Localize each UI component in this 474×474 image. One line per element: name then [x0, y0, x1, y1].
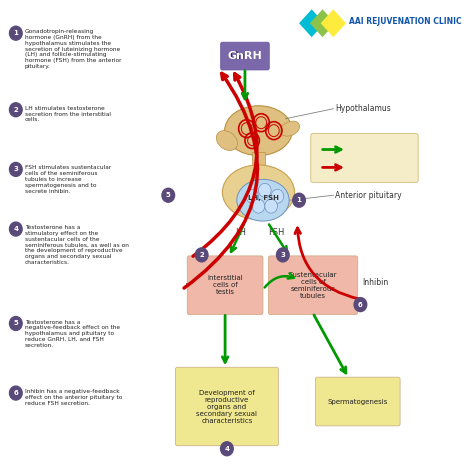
Text: 1: 1 [13, 30, 18, 36]
Text: 2: 2 [13, 107, 18, 113]
Text: Inhibin has a negative-feedback
effect on the anterior pituitary to
reduce FSH s: Inhibin has a negative-feedback effect o… [25, 389, 122, 406]
Text: 2: 2 [199, 252, 204, 258]
Text: 4: 4 [13, 226, 18, 232]
FancyBboxPatch shape [187, 256, 263, 315]
Circle shape [220, 442, 233, 456]
Text: Stimulatory: Stimulatory [350, 145, 395, 154]
Circle shape [265, 199, 277, 213]
Polygon shape [252, 153, 265, 173]
Circle shape [246, 189, 258, 203]
Text: Hypothalamus: Hypothalamus [335, 104, 391, 113]
Text: 1: 1 [297, 197, 301, 203]
Text: 5: 5 [13, 320, 18, 327]
Circle shape [271, 189, 284, 203]
Text: 6: 6 [358, 301, 363, 308]
Text: 3: 3 [281, 252, 285, 258]
Text: 4: 4 [224, 446, 229, 452]
FancyBboxPatch shape [315, 377, 400, 426]
Text: FSH stimulates sustentacular
cells of the seminiferous
tubules to increase
sperm: FSH stimulates sustentacular cells of th… [25, 165, 111, 193]
Circle shape [354, 298, 367, 311]
Ellipse shape [216, 131, 237, 151]
Polygon shape [310, 9, 335, 37]
Text: Testosterone: Testosterone [186, 283, 235, 292]
Circle shape [276, 248, 289, 262]
FancyBboxPatch shape [220, 42, 269, 70]
Circle shape [9, 317, 22, 330]
Text: 5: 5 [166, 192, 171, 198]
Text: Gonadotropin-releasing
hormone (GnRH) from the
hypothalamus stimulates the
secre: Gonadotropin-releasing hormone (GnRH) fr… [25, 29, 121, 69]
Text: 6: 6 [13, 390, 18, 396]
Text: FSH: FSH [268, 228, 285, 237]
Text: 3: 3 [13, 166, 18, 173]
Circle shape [252, 199, 265, 213]
Text: Testosterone has a
negative-feedback effect on the
hypothalamus and pituitary to: Testosterone has a negative-feedback eff… [25, 319, 120, 348]
Text: Inhibitory: Inhibitory [350, 163, 387, 172]
FancyBboxPatch shape [268, 256, 358, 315]
Text: AAI REJUVENATION CLINIC: AAI REJUVENATION CLINIC [349, 17, 461, 26]
Text: Testosterone has a
stimulatory effect on the
sustentacular cells of the
seminife: Testosterone has a stimulatory effect on… [25, 225, 129, 265]
FancyBboxPatch shape [175, 367, 278, 446]
Text: Inhibin: Inhibin [362, 278, 389, 287]
Text: Interstitial
cells of
testis: Interstitial cells of testis [207, 275, 243, 295]
Circle shape [9, 103, 22, 117]
Circle shape [162, 188, 174, 202]
Circle shape [258, 183, 271, 197]
Ellipse shape [225, 106, 292, 155]
Ellipse shape [237, 179, 289, 221]
Circle shape [293, 193, 305, 207]
Text: GnRH: GnRH [228, 51, 262, 61]
Polygon shape [299, 9, 324, 37]
Text: LH: LH [235, 228, 246, 237]
Circle shape [195, 248, 208, 262]
Circle shape [9, 163, 22, 176]
Text: Sustentacular
cells of
seminiferous
tubules: Sustentacular cells of seminiferous tubu… [289, 272, 337, 299]
Circle shape [9, 26, 22, 40]
Text: Spermatogenesis: Spermatogenesis [328, 399, 388, 404]
Circle shape [9, 386, 22, 400]
FancyBboxPatch shape [311, 134, 418, 182]
Ellipse shape [281, 121, 300, 136]
Text: Development of
reproductive
organs and
secondary sexual
characteristics: Development of reproductive organs and s… [196, 390, 257, 423]
Text: LH stimulates testosterone
secretion from the interstitial
cells.: LH stimulates testosterone secretion fro… [25, 106, 111, 122]
Text: GnRH: GnRH [229, 51, 261, 61]
Circle shape [9, 222, 22, 236]
Ellipse shape [222, 165, 294, 219]
Text: Anterior pituitary: Anterior pituitary [335, 191, 402, 200]
Text: LH, FSH: LH, FSH [247, 195, 278, 201]
Polygon shape [321, 9, 346, 37]
